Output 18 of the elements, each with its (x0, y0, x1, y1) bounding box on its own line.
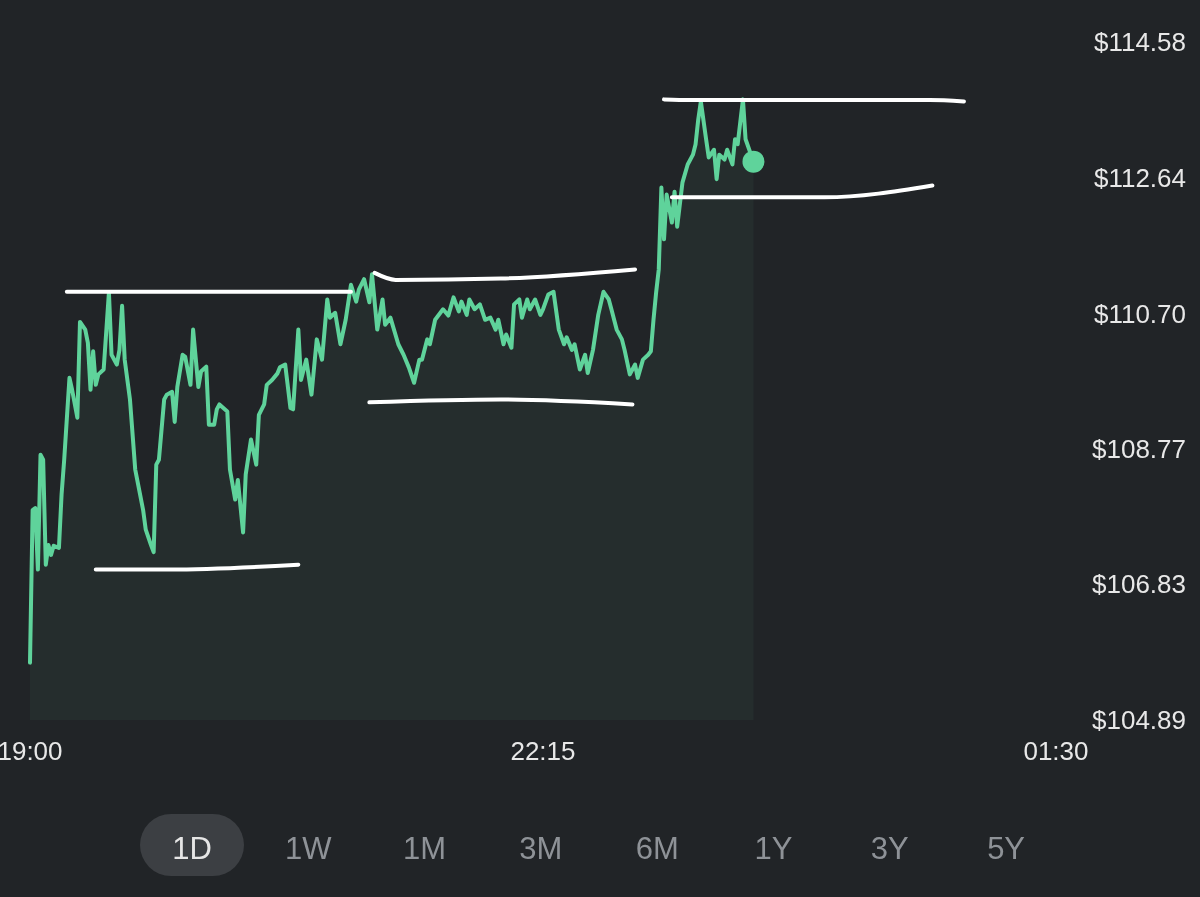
x-tick-label: 22:15 (510, 736, 576, 766)
text: 1M (403, 830, 447, 866)
line-series (372, 267, 638, 282)
y-tick-label: $114.58 (1093, 27, 1186, 58)
text: 1Y (754, 830, 793, 866)
text: 1W (285, 830, 333, 866)
y-tick-label: $110.70 (1093, 298, 1186, 329)
text: 3M (519, 830, 563, 866)
y-tick-label: $108.77 (1092, 433, 1186, 464)
x-tick-label: 19:00 (0, 736, 63, 766)
y-tick-label: $106.83 (1092, 569, 1186, 600)
text: 5Y (987, 830, 1026, 866)
text: 6M (635, 830, 679, 866)
y-tick-label: $104.89 (1092, 705, 1186, 736)
x-tick-label: 01:30 (1023, 736, 1089, 766)
text: 1D (172, 830, 212, 866)
text: 3Y (870, 830, 909, 866)
y-tick-label: $112.64 (1093, 162, 1186, 193)
